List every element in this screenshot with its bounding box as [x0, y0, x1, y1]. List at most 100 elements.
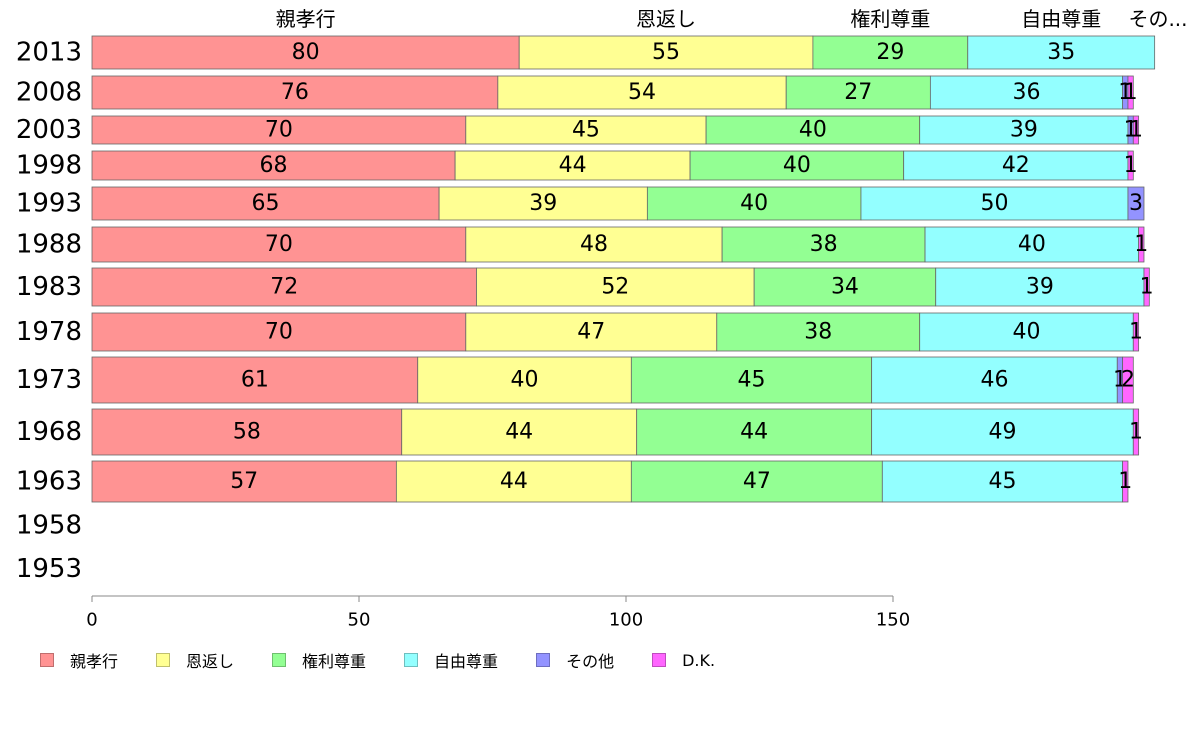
bar-segment [630, 356, 873, 404]
data-label: 61 [241, 368, 269, 393]
data-label: 54 [628, 80, 656, 105]
data-label: 27 [844, 80, 872, 105]
data-label: 36 [1013, 80, 1041, 105]
data-label: 1 [1124, 80, 1138, 105]
bar-segment [91, 312, 467, 352]
bar-segment [630, 460, 883, 503]
legend-swatch [272, 653, 287, 667]
data-label: 72 [270, 275, 298, 300]
bar-segment [1138, 226, 1145, 263]
data-label: 44 [505, 420, 533, 445]
bar-segment [1132, 312, 1140, 352]
data-label: 1 [1129, 420, 1143, 445]
bar-segment [716, 312, 921, 352]
bar-segment [497, 75, 787, 110]
bar-segment [881, 460, 1124, 503]
bar-segment [705, 115, 921, 145]
legend-swatch [156, 653, 171, 667]
bar-segment [967, 35, 1156, 70]
data-label: 45 [737, 368, 765, 393]
bar-segment [1127, 75, 1134, 110]
data-label: 38 [804, 320, 832, 345]
legend-swatch [652, 653, 667, 667]
series-top-label: 自由尊重 [1021, 7, 1101, 31]
y-tick-label: 1978 [16, 317, 82, 347]
legend-label: 自由尊重 [434, 652, 499, 671]
y-tick-label: 1998 [16, 151, 82, 181]
bar-segment [812, 35, 969, 70]
data-label: 49 [988, 420, 1016, 445]
bar-segment [935, 267, 1145, 307]
data-label: 58 [233, 420, 261, 445]
data-label: 52 [601, 275, 629, 300]
bar-segment [91, 267, 477, 307]
data-label: 46 [980, 368, 1008, 393]
data-label: 1 [1129, 320, 1143, 345]
y-tick-label: 2003 [16, 115, 82, 145]
data-label: 1 [1129, 118, 1143, 143]
data-label: 45 [572, 118, 600, 143]
bar-segment [476, 267, 755, 307]
legend: 親孝行 恩返し 権利尊重 自由尊重 その他 D.K. [40, 648, 753, 672]
legend-item: その他 [536, 648, 614, 672]
y-tick-label: 1968 [16, 417, 82, 447]
data-label: 70 [265, 232, 293, 257]
x-tick-label: 100 [609, 610, 643, 631]
y-tick-label: 2008 [16, 78, 82, 108]
legend-item: 自由尊重 [404, 648, 498, 672]
bar-segment [1127, 150, 1134, 181]
bar-segment [1132, 115, 1140, 145]
bar-segment [438, 186, 648, 221]
legend-swatch [40, 653, 54, 667]
bar-segment [924, 226, 1140, 263]
legend-item: 恩返し [156, 648, 234, 672]
bar-segment [646, 186, 862, 221]
bar-segment [785, 75, 931, 110]
y-tick-label: 1983 [16, 272, 82, 302]
data-label: 44 [740, 420, 768, 445]
legend-label: 親孝行 [70, 652, 119, 671]
series-top-label: 権利尊重 [850, 7, 930, 31]
data-label: 40 [783, 153, 811, 178]
data-label: 70 [265, 118, 293, 143]
data-label: 1 [1124, 153, 1138, 178]
bar-segment [91, 226, 467, 263]
y-tick-label: 2013 [16, 38, 82, 68]
data-label: 1 [1134, 232, 1148, 257]
data-label: 1 [1118, 469, 1132, 494]
data-label: 35 [1047, 40, 1075, 65]
bar-segment [1132, 408, 1140, 456]
bar-segment [401, 408, 638, 456]
legend-label: D.K. [682, 650, 716, 670]
data-label: 39 [1026, 275, 1054, 300]
data-label: 57 [230, 469, 258, 494]
data-label: 55 [652, 40, 680, 65]
x-tick-label: 150 [876, 610, 910, 631]
data-label: 39 [529, 191, 557, 216]
bar-segment [871, 356, 1118, 404]
y-tick-label: 1988 [16, 230, 82, 260]
legend-swatch [536, 653, 551, 667]
bar-segment [91, 35, 520, 70]
bar-segment [1143, 267, 1150, 307]
bar-segment [871, 408, 1134, 456]
x-tick-label: 0 [86, 610, 97, 631]
y-tick-label: 1993 [16, 189, 82, 219]
bar-segment [91, 186, 440, 221]
data-label: 40 [740, 191, 768, 216]
data-label: 76 [281, 80, 309, 105]
legend-label: 恩返し [186, 652, 235, 671]
bar-segment [860, 186, 1129, 221]
bar-segment [1127, 186, 1145, 221]
series-top-label: その... [1128, 7, 1187, 31]
bar-segment [91, 75, 499, 110]
data-label: 48 [580, 232, 608, 257]
series-top-label: 恩返し [636, 7, 696, 31]
bar-segment [91, 356, 419, 404]
bar-segment [518, 35, 814, 70]
bar-segment [465, 226, 723, 263]
series-top-label: 親孝行 [276, 7, 336, 31]
bar-segment [903, 150, 1129, 181]
data-label: 45 [988, 469, 1016, 494]
